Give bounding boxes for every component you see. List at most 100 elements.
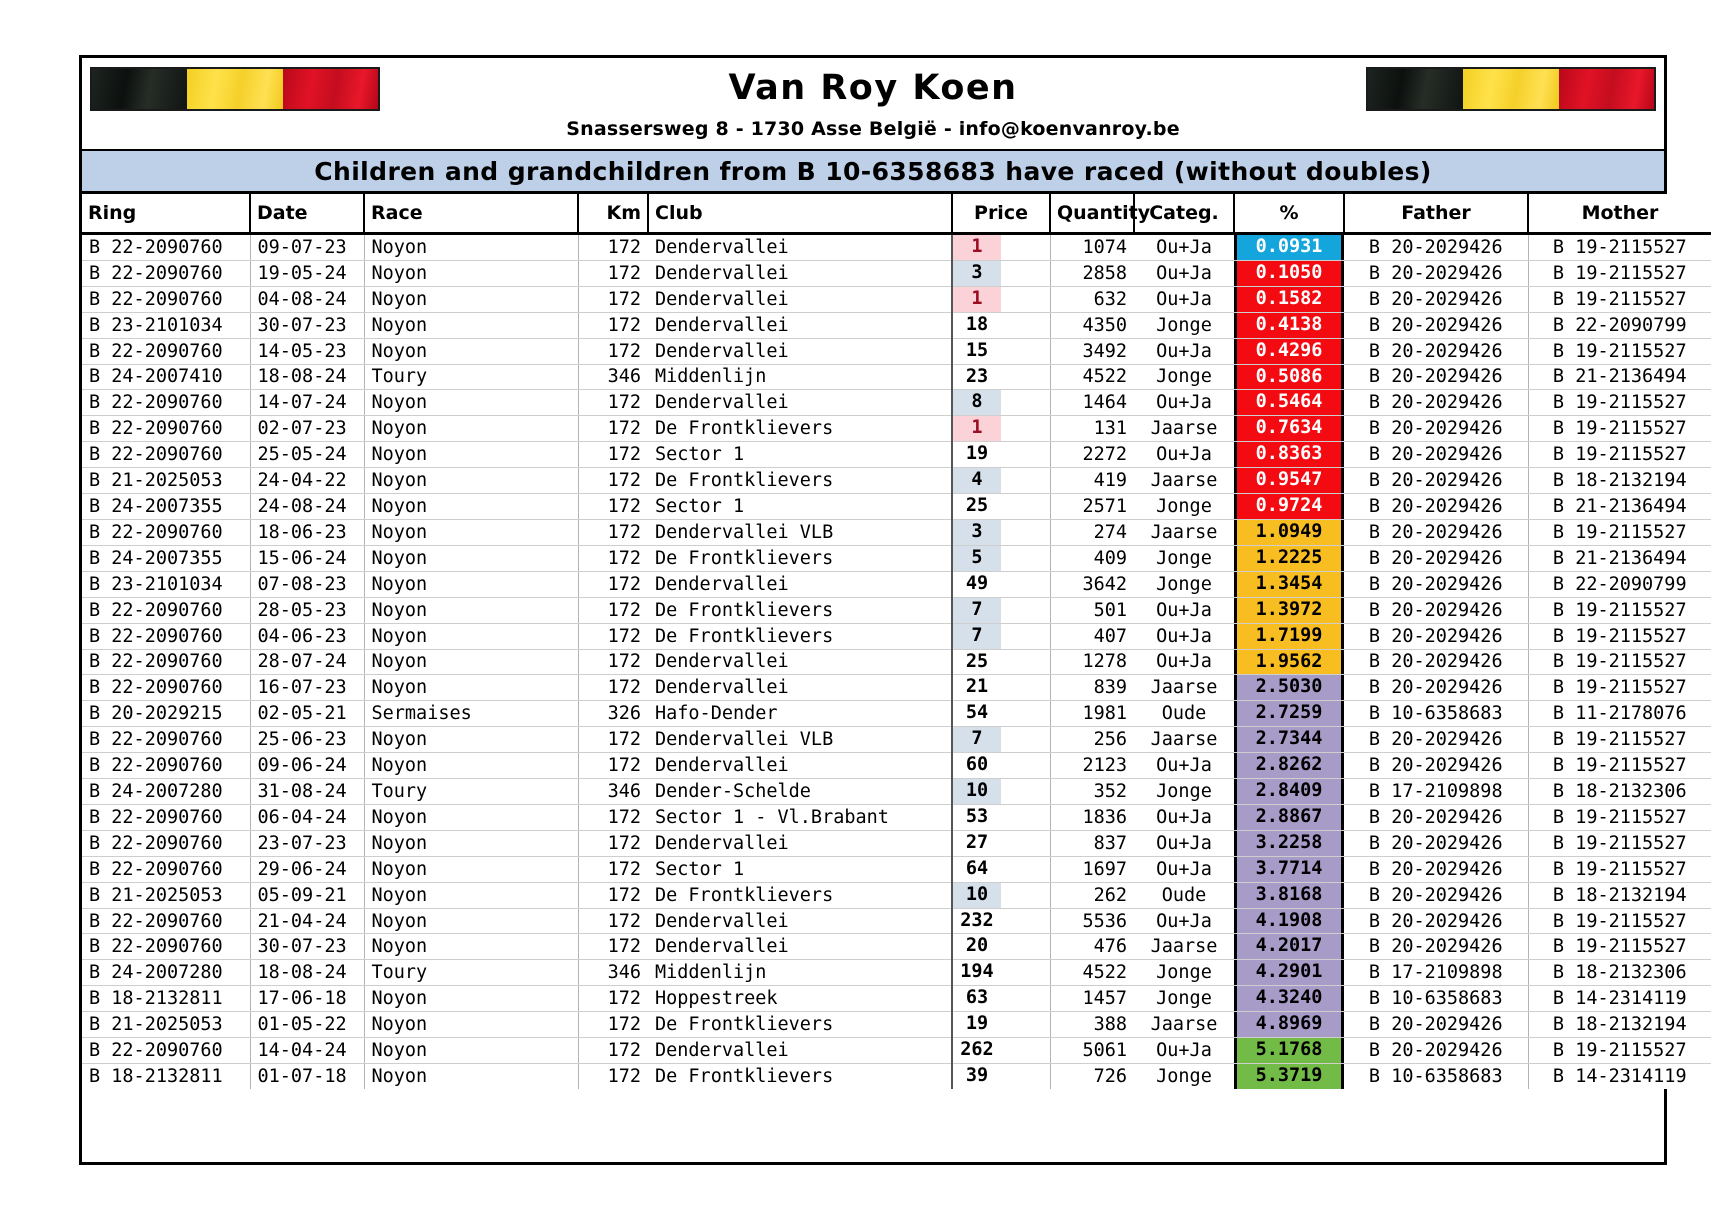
cell-price-spacer	[1001, 752, 1051, 780]
column-header-race[interactable]: Race	[364, 194, 579, 235]
cell-club: De Frontklievers	[648, 545, 953, 572]
cell-race: Noyon	[364, 286, 579, 313]
cell-price-spacer	[1001, 778, 1051, 805]
cell-ring: B 22-2090760	[82, 415, 251, 443]
cell-price-spacer	[1001, 726, 1051, 754]
cell-percent: 2.7259	[1234, 700, 1344, 728]
column-header-date[interactable]: Date	[250, 194, 365, 235]
cell-quantity: 409	[1050, 545, 1134, 572]
column-header-father[interactable]: Father	[1344, 194, 1529, 235]
column-header-price[interactable]: Price	[952, 194, 1051, 235]
cell-date: 14-05-23	[250, 338, 365, 365]
table-row[interactable]: B 23-2101034 30-07-23 Noyon 172 Dendervallei…	[82, 312, 1711, 339]
cell-percent: 0.5086	[1234, 364, 1344, 391]
table-row[interactable]: B 22-2090760 28-07-24 Noyon 172 Dendervallei…	[82, 649, 1711, 676]
cell-percent: 0.9547	[1234, 467, 1344, 495]
column-header-mother[interactable]: Mother	[1528, 194, 1711, 235]
cell-date: 25-06-23	[250, 726, 365, 754]
cell-km: 172	[578, 1037, 648, 1064]
table-row[interactable]: B 24-2007355 24-08-24 Noyon 172 Sector 1 25 25…	[82, 493, 1711, 520]
table-row[interactable]: B 20-2029215 02-05-21 Sermaises 326 Hafo-Den…	[82, 700, 1711, 728]
cell-quantity: 2123	[1050, 752, 1134, 780]
table-row[interactable]: B 23-2101034 07-08-23 Noyon 172 Dendervallei…	[82, 571, 1711, 598]
table-row[interactable]: B 22-2090760 06-04-24 Noyon 172 Sector 1 - V…	[82, 804, 1711, 831]
flag-band-yellow	[187, 69, 283, 109]
percent-chip: 0.1582	[1234, 286, 1344, 312]
table-row[interactable]: B 22-2090760 02-07-23 Noyon 172 De Frontklie…	[82, 415, 1711, 443]
cell-km: 172	[578, 415, 648, 443]
cell-club: Dendervallei	[648, 312, 953, 339]
column-header-categ[interactable]: Categ.	[1134, 194, 1235, 235]
cell-categ: Jaarse	[1134, 1011, 1234, 1039]
cell-percent: 2.8262	[1234, 752, 1344, 780]
table-row[interactable]: B 22-2090760 09-06-24 Noyon 172 Dendervallei…	[82, 752, 1711, 780]
cell-club: Middenlijn	[648, 959, 953, 987]
price-chip: 7	[953, 597, 1001, 623]
column-header-percent[interactable]: %	[1234, 194, 1345, 235]
cell-price: 3	[952, 260, 1001, 287]
table-row[interactable]: B 22-2090760 30-07-23 Noyon 172 Dendervallei…	[82, 933, 1711, 961]
table-row[interactable]: B 22-2090760 21-04-24 Noyon 172 Dendervallei…	[82, 908, 1711, 935]
cell-km: 172	[578, 804, 648, 831]
cell-km: 346	[578, 778, 648, 805]
cell-price-spacer	[1001, 467, 1051, 495]
cell-date: 04-06-23	[250, 623, 365, 650]
price-chip: 39	[965, 1065, 989, 1086]
table-row[interactable]: B 21-2025053 05-09-21 Noyon 172 De Frontklie…	[82, 882, 1711, 909]
table-row[interactable]: B 22-2090760 04-06-23 Noyon 172 De Frontklie…	[82, 623, 1711, 650]
cell-date: 05-09-21	[250, 882, 365, 909]
table-row[interactable]: B 22-2090760 25-05-24 Noyon 172 Sector 1 19 22…	[82, 441, 1711, 469]
column-header-club[interactable]: Club	[648, 194, 953, 235]
masthead: Van Roy Koen Snassersweg 8 - 1730 Asse B…	[82, 58, 1664, 151]
table-row[interactable]: B 22-2090760 19-05-24 Noyon 172 Dendervallei…	[82, 260, 1711, 287]
cell-father: B 20-2029426	[1344, 286, 1529, 313]
table-row[interactable]: B 22-2090760 14-07-24 Noyon 172 Dendervallei…	[82, 389, 1711, 417]
table-row[interactable]: B 22-2090760 04-08-24 Noyon 172 Dendervallei…	[82, 286, 1711, 313]
column-header-quantity[interactable]: Quantity	[1050, 194, 1150, 235]
percent-chip: 4.2901	[1234, 960, 1344, 985]
table-row[interactable]: B 18-2132811 01-07-18 Noyon 172 De Frontklie…	[82, 1063, 1711, 1089]
cell-price: 10	[952, 882, 1001, 909]
table-row[interactable]: B 21-2025053 24-04-22 Noyon 172 De Frontklie…	[82, 467, 1711, 495]
cell-club: Dendervallei	[648, 389, 953, 417]
cell-quantity: 2858	[1050, 260, 1134, 287]
table-row[interactable]: B 22-2090760 14-04-24 Noyon 172 Dendervallei…	[82, 1037, 1711, 1064]
percent-chip: 4.8969	[1234, 1012, 1344, 1037]
table-row[interactable]: B 24-2007410 18-08-24 Toury 346 Middenlijn 23…	[82, 364, 1711, 391]
cell-ring: B 24-2007280	[82, 959, 251, 987]
cell-categ: Ou+Ja	[1134, 830, 1234, 857]
table-row[interactable]: B 22-2090760 23-07-23 Noyon 172 Dendervallei…	[82, 830, 1711, 857]
cell-race: Noyon	[364, 338, 579, 365]
table-row[interactable]: B 21-2025053 01-05-22 Noyon 172 De Frontklie…	[82, 1011, 1711, 1039]
table-row[interactable]: B 18-2132811 17-06-18 Noyon 172 Hoppestreek 6…	[82, 985, 1711, 1013]
cell-mother: B 19-2115527	[1528, 623, 1711, 650]
column-header-ring[interactable]: Ring	[82, 194, 251, 235]
cell-date: 23-07-23	[250, 830, 365, 857]
table-row[interactable]: B 22-2090760 29-06-24 Noyon 172 Sector 1 64 16…	[82, 856, 1711, 883]
cell-categ: Ou+Ja	[1134, 804, 1234, 831]
cell-price-spacer	[1001, 856, 1051, 883]
table-row[interactable]: B 22-2090760 18-06-23 Noyon 172 Dendervallei…	[82, 519, 1711, 546]
cell-price-spacer	[1001, 571, 1051, 598]
table-row[interactable]: B 22-2090760 28-05-23 Noyon 172 De Frontklie…	[82, 597, 1711, 624]
table-row[interactable]: B 22-2090760 09-07-23 Noyon 172 Dendervallei…	[82, 233, 1711, 261]
column-header-km[interactable]: Km	[578, 194, 649, 235]
table-row[interactable]: B 24-2007280 18-08-24 Toury 346 Middenlijn 19…	[82, 959, 1711, 987]
price-chip: 262	[960, 1039, 994, 1061]
table-row[interactable]: B 22-2090760 25-06-23 Noyon 172 Dendervallei…	[82, 726, 1711, 754]
table-row[interactable]: B 24-2007280 31-08-24 Toury 346 Dender-Schel…	[82, 778, 1711, 805]
table-row[interactable]: B 22-2090760 14-05-23 Noyon 172 Dendervallei…	[82, 338, 1711, 365]
cell-quantity: 352	[1050, 778, 1134, 805]
cell-date: 07-08-23	[250, 571, 365, 598]
table-row[interactable]: B 22-2090760 16-07-23 Noyon 172 Dendervallei…	[82, 674, 1711, 702]
cell-mother: B 19-2115527	[1528, 726, 1711, 754]
price-chip: 18	[965, 313, 989, 335]
table-row[interactable]: B 24-2007355 15-06-24 Noyon 172 De Frontklie…	[82, 545, 1711, 572]
cell-ring: B 22-2090760	[82, 338, 251, 365]
cell-father: B 20-2029426	[1344, 856, 1529, 883]
cell-price: 10	[952, 778, 1001, 805]
cell-mother: B 18-2132194	[1528, 1011, 1711, 1039]
cell-price: 1	[952, 415, 1001, 443]
cell-categ: Jonge	[1134, 778, 1234, 805]
cell-father: B 10-6358683	[1344, 1063, 1529, 1089]
